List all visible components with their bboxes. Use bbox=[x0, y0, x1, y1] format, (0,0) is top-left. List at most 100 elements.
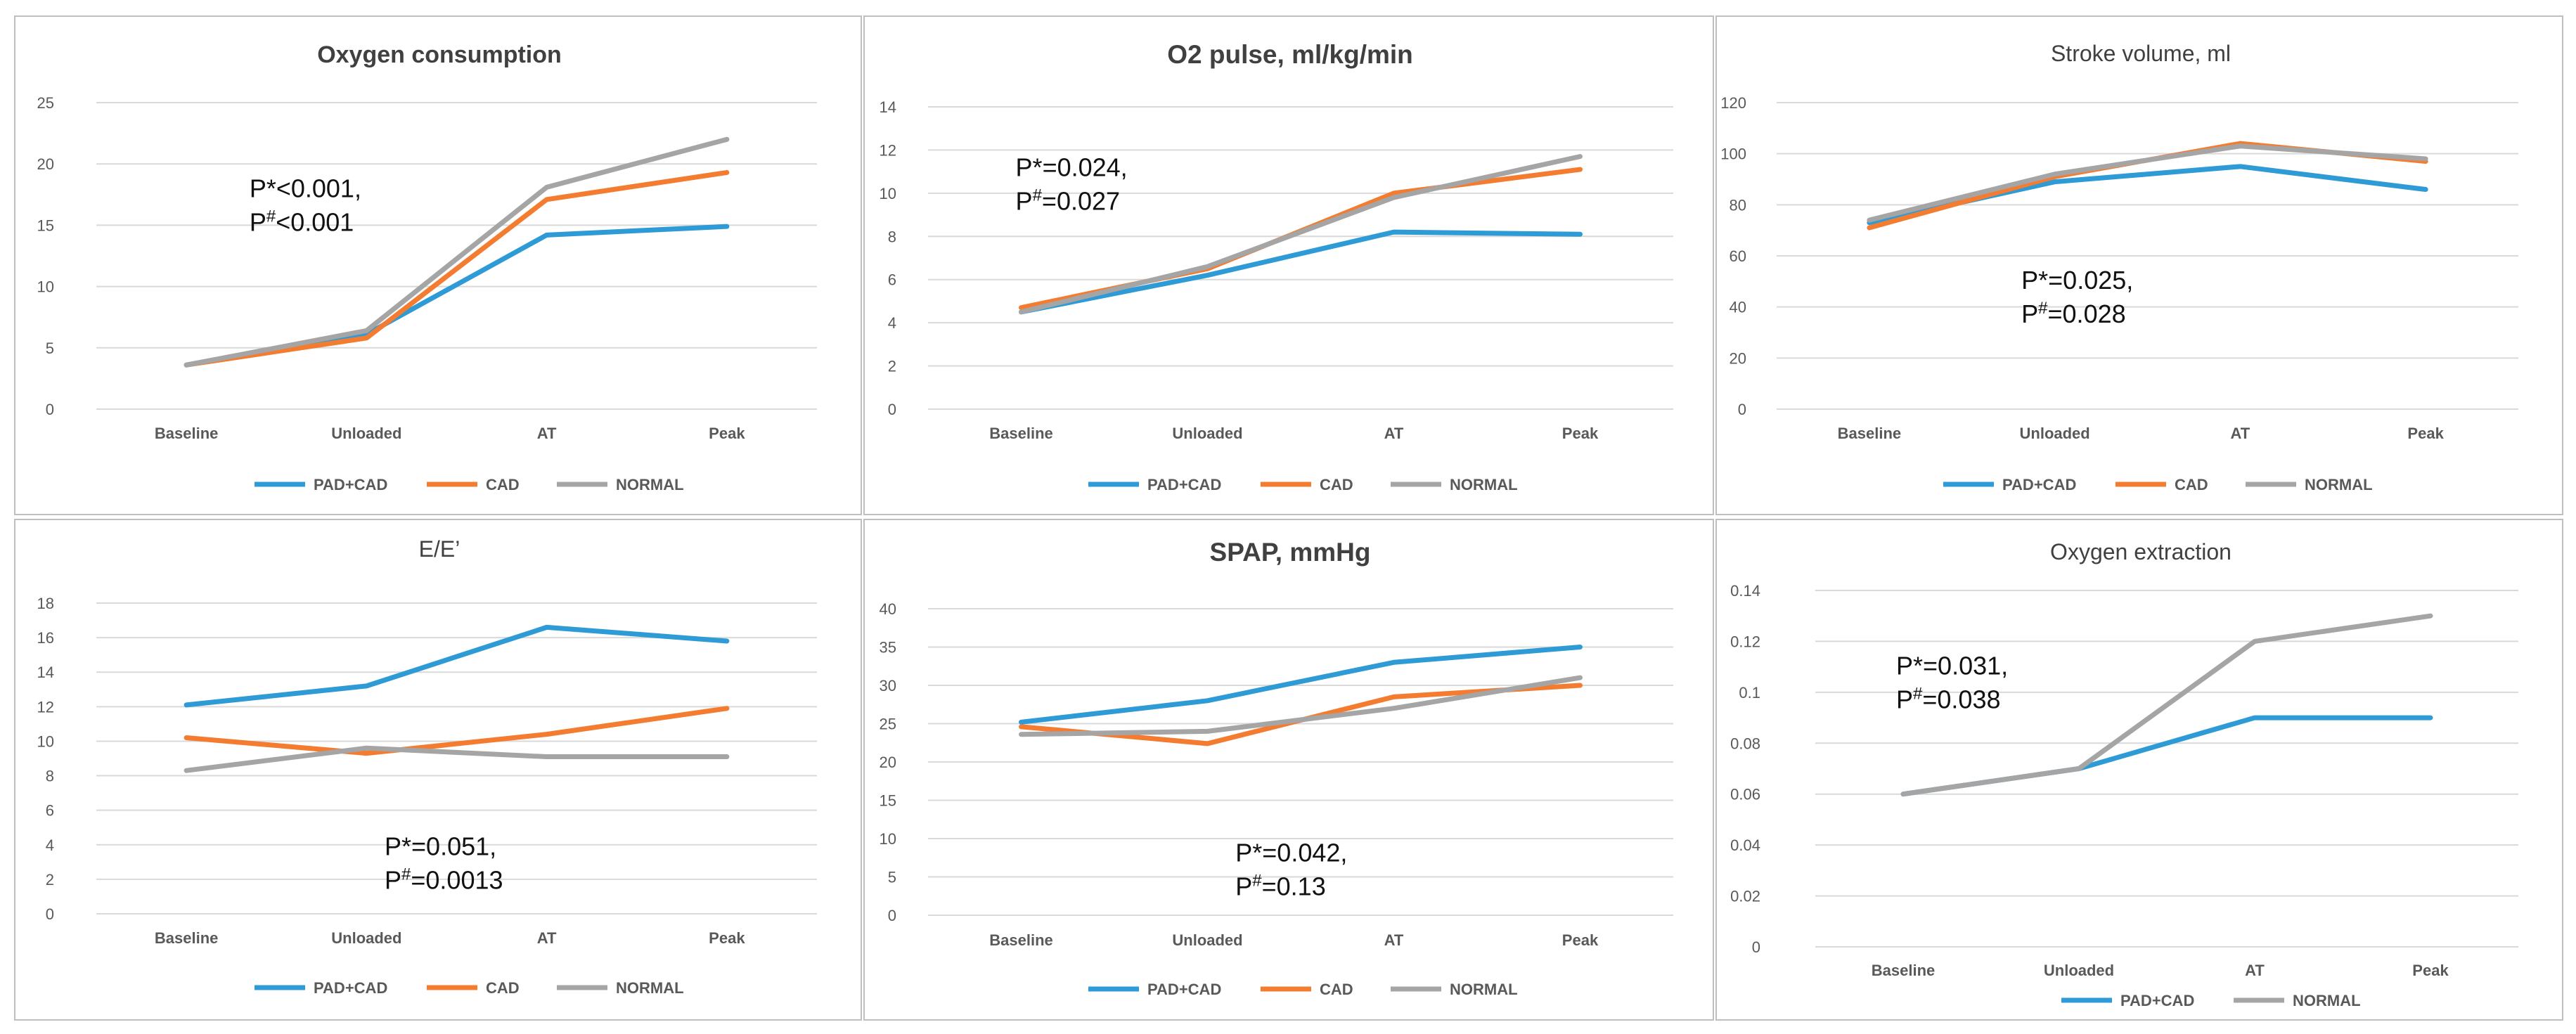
data-point-normal bbox=[184, 768, 188, 773]
data-point-pad-cad bbox=[1206, 273, 1210, 278]
legend-label: PAD+CAD bbox=[314, 979, 387, 997]
legend-label: NORMAL bbox=[1450, 476, 1518, 493]
p-value-line1: P*=0.042, bbox=[1235, 839, 1347, 867]
data-point-cad bbox=[545, 732, 549, 737]
data-point-pad-cad bbox=[725, 224, 729, 228]
x-category-label: Peak bbox=[2407, 425, 2444, 442]
data-point-pad-cad bbox=[1392, 660, 1396, 664]
data-point-pad-cad bbox=[1206, 699, 1210, 703]
y-tick-label: 25 bbox=[880, 716, 896, 733]
data-point-normal bbox=[2428, 614, 2433, 618]
x-category-label: Unloaded bbox=[331, 425, 401, 442]
y-tick-label: 10 bbox=[880, 185, 896, 202]
p-value-line2: P#=0.0013 bbox=[385, 865, 503, 895]
data-point-normal bbox=[2253, 639, 2257, 643]
y-tick-label: 0 bbox=[46, 905, 54, 923]
p-value-line1: P*=0.025, bbox=[2021, 266, 2133, 295]
series-line-cad bbox=[183, 706, 730, 756]
chart-svg-stroke-volume: Stroke volume, ml 0 20 40 60 80 100 120 Baseline… bbox=[1720, 41, 2518, 493]
p-value-line2: P#=0.038 bbox=[1896, 685, 2001, 714]
chart-svg-oxygen-consumption: Oxygen consumption 0 5 10 15 20 25 Baseline Unlo… bbox=[37, 41, 817, 493]
y-tick-label: 12 bbox=[37, 698, 54, 716]
y-tick-label: 100 bbox=[1720, 146, 1746, 163]
y-tick-label: 80 bbox=[1730, 196, 1746, 214]
y-tick-label: 0.08 bbox=[1730, 735, 1760, 752]
legend-label: CAD bbox=[1320, 476, 1353, 493]
legend-label: CAD bbox=[1320, 981, 1353, 998]
p-value-line2: P#=0.13 bbox=[1235, 872, 1325, 901]
y-tick-label: 15 bbox=[880, 792, 896, 810]
y-tick-label: 35 bbox=[880, 639, 896, 657]
data-point-normal bbox=[1019, 310, 1024, 314]
y-tick-label: 5 bbox=[46, 340, 54, 357]
data-point-pad-cad bbox=[364, 684, 368, 688]
data-point-normal bbox=[1867, 218, 1872, 222]
x-category-label: Baseline bbox=[155, 929, 219, 947]
y-tick-label: 12 bbox=[880, 141, 896, 159]
p-value-line2: P#=0.028 bbox=[2021, 299, 2126, 328]
data-point-normal bbox=[364, 746, 368, 750]
y-tick-label: 20 bbox=[1730, 349, 1746, 367]
legend-label: CAD bbox=[2175, 476, 2208, 493]
chart-title: E/E’ bbox=[419, 536, 461, 562]
legend-label: NORMAL bbox=[2305, 476, 2373, 493]
data-point-cad bbox=[725, 706, 729, 711]
p-value-line1: P*=0.024, bbox=[1016, 153, 1128, 181]
y-tick-label: 0.12 bbox=[1730, 633, 1760, 650]
y-tick-label: 15 bbox=[37, 217, 54, 234]
y-tick-label: 16 bbox=[37, 629, 54, 647]
data-point-normal bbox=[2053, 172, 2057, 176]
data-point-cad bbox=[1019, 725, 1024, 729]
data-point-normal bbox=[1206, 729, 1210, 733]
data-point-pad-cad bbox=[725, 639, 729, 643]
y-tick-label: 0.02 bbox=[1730, 888, 1760, 905]
y-tick-label: 6 bbox=[46, 802, 54, 820]
data-point-normal bbox=[2423, 157, 2428, 161]
y-tick-label: 25 bbox=[37, 94, 54, 112]
y-tick-label: 0 bbox=[888, 907, 896, 924]
series-line-normal bbox=[1867, 143, 2428, 223]
y-tick-label: 20 bbox=[37, 155, 54, 173]
y-tick-label: 8 bbox=[46, 768, 54, 785]
x-category-label: Unloaded bbox=[1172, 931, 1242, 949]
x-category-label: Peak bbox=[2412, 962, 2449, 979]
y-tick-label: 10 bbox=[880, 830, 896, 848]
data-point-normal bbox=[545, 755, 549, 759]
y-tick-label: 6 bbox=[888, 271, 896, 289]
x-category-label: Unloaded bbox=[2044, 962, 2114, 979]
y-tick-label: 0.04 bbox=[1730, 836, 1760, 854]
data-point-normal bbox=[184, 363, 188, 367]
legend-label: PAD+CAD bbox=[2120, 992, 2194, 1009]
y-tick-label: 10 bbox=[37, 732, 54, 750]
chart-panel-spap: SPAP, mmHg 0 5 10 15 20 25 30 35 40 Baseline Unload… bbox=[863, 519, 1714, 1021]
series-line-pad-cad bbox=[1019, 645, 1583, 725]
x-category-label: Peak bbox=[709, 929, 745, 947]
x-category-label: Baseline bbox=[989, 425, 1053, 442]
x-category-label: AT bbox=[1384, 425, 1404, 442]
y-tick-label: 14 bbox=[37, 664, 54, 681]
legend-label: CAD bbox=[486, 476, 520, 493]
chart-title: Oxygen consumption bbox=[317, 41, 562, 68]
y-tick-label: 0.1 bbox=[1739, 684, 1760, 702]
data-point-normal bbox=[2238, 144, 2242, 148]
y-tick-label: 0 bbox=[1752, 938, 1760, 956]
data-point-pad-cad bbox=[2428, 716, 2433, 720]
series-line-normal bbox=[1900, 613, 2433, 797]
data-point-normal bbox=[1578, 676, 1583, 680]
x-category-label: Baseline bbox=[989, 931, 1053, 949]
legend-label: NORMAL bbox=[616, 476, 684, 493]
data-point-normal bbox=[1019, 732, 1024, 737]
data-point-normal bbox=[1392, 195, 1396, 200]
y-tick-label: 2 bbox=[46, 871, 54, 888]
data-point-cad bbox=[1867, 226, 1872, 230]
legend-label: NORMAL bbox=[2293, 992, 2361, 1009]
x-category-label: Unloaded bbox=[1172, 425, 1242, 442]
data-point-pad-cad bbox=[184, 703, 188, 707]
x-category-label: Unloaded bbox=[2020, 425, 2090, 442]
series-line-normal bbox=[1019, 675, 1583, 737]
chart-svg-spap: SPAP, mmHg 0 5 10 15 20 25 30 35 40 Baseline Unload… bbox=[880, 538, 1673, 998]
data-point-pad-cad bbox=[545, 233, 549, 237]
data-point-normal bbox=[1392, 706, 1396, 711]
x-category-label: Peak bbox=[1562, 425, 1599, 442]
data-point-normal bbox=[364, 328, 368, 332]
